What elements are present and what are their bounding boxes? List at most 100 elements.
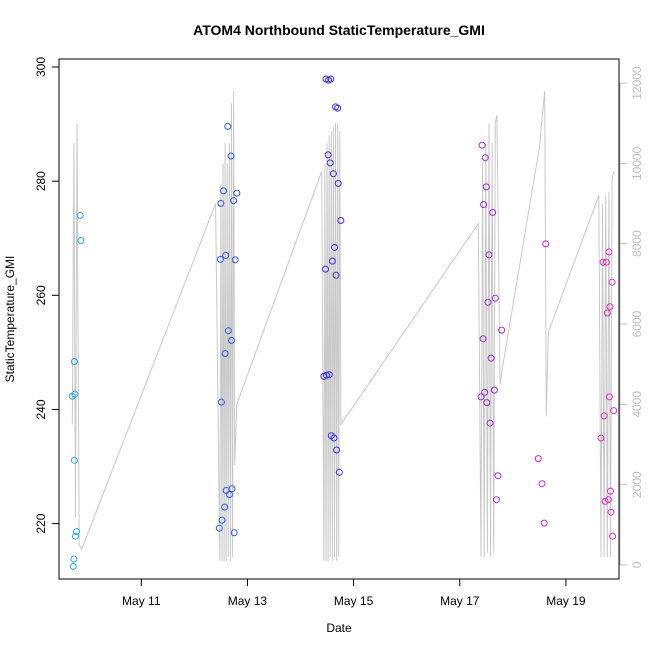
series-line-0	[71, 91, 615, 561]
x-tick-label: May 11	[122, 594, 161, 608]
plot-points	[68, 75, 618, 570]
data-point	[605, 248, 613, 256]
data-point	[216, 255, 224, 263]
data-point	[491, 294, 499, 302]
data-point	[70, 358, 78, 365]
data-point	[604, 496, 612, 504]
data-point	[610, 407, 618, 415]
x-tick-label: May 19	[546, 594, 586, 608]
data-point	[215, 524, 223, 532]
data-point	[71, 390, 79, 398]
data-point	[481, 388, 489, 396]
data-point	[481, 154, 489, 162]
data-point	[337, 217, 345, 224]
data-point	[334, 104, 342, 112]
data-point	[332, 271, 340, 279]
data-point	[490, 386, 498, 394]
data-point	[534, 455, 542, 463]
data-point	[609, 532, 617, 540]
data-point	[478, 141, 486, 149]
data-point	[540, 519, 548, 527]
data-point	[322, 265, 329, 273]
data-point	[542, 240, 550, 248]
data-point	[327, 75, 335, 83]
data-point	[225, 491, 233, 498]
data-point	[227, 152, 235, 160]
data-point	[599, 258, 607, 266]
x-tick-label: May 13	[228, 594, 268, 608]
data-point	[334, 179, 342, 187]
data-point	[600, 412, 608, 420]
data-point	[73, 528, 80, 536]
right-tick-label: 0	[630, 561, 644, 568]
data-point	[70, 555, 78, 563]
data-point	[221, 503, 229, 511]
data-point	[485, 251, 493, 259]
data-point	[70, 456, 78, 464]
data-point	[335, 468, 343, 476]
data-point	[217, 199, 225, 207]
data-point	[217, 398, 225, 406]
data-point	[484, 298, 492, 306]
data-point	[477, 393, 485, 401]
data-point	[221, 350, 229, 357]
data-point	[483, 399, 491, 407]
y-tick-label: 260	[34, 285, 48, 305]
x-axis-label: Date	[326, 621, 352, 635]
data-point	[231, 256, 239, 264]
data-point	[228, 485, 236, 493]
data-point	[230, 529, 238, 537]
data-point	[607, 487, 614, 495]
data-point	[608, 278, 616, 286]
data-point	[77, 237, 85, 244]
data-point	[325, 371, 333, 379]
plot-frame	[58, 58, 620, 580]
data-point	[331, 243, 338, 251]
chart-title: ATOM4 Northbound StaticTemperature_GMI	[193, 22, 485, 38]
x-axis: May 11 May 13 May 15 May 17 May 19	[122, 579, 586, 608]
data-point	[538, 480, 546, 488]
data-point	[607, 508, 615, 516]
data-point	[333, 446, 341, 454]
x-tick-label: May 17	[440, 594, 480, 608]
data-point	[489, 209, 497, 216]
data-point	[220, 187, 227, 195]
data-point	[487, 354, 495, 362]
data-point	[329, 170, 337, 178]
data-point	[326, 159, 334, 167]
y-tick-label: 220	[34, 513, 48, 533]
data-point	[323, 371, 330, 379]
y-axis-label: StaticTemperature_GMI	[3, 256, 17, 383]
data-point	[222, 251, 230, 259]
data-point	[233, 189, 241, 197]
data-point	[605, 393, 613, 401]
data-point	[69, 562, 77, 570]
y-tick-label: 300	[34, 57, 48, 77]
plot-lines	[71, 91, 615, 561]
data-point	[482, 183, 490, 191]
right-tick-label: 4000	[630, 391, 644, 418]
right-tick-label: 12000	[630, 66, 644, 100]
data-point	[602, 258, 610, 266]
data-point	[324, 151, 332, 159]
right-axis: 0 2000 4000 6000 8000 10000 12000	[619, 66, 644, 568]
right-tick-label: 8000	[630, 230, 644, 257]
right-tick-label: 10000	[630, 146, 644, 180]
data-point	[480, 201, 488, 209]
data-point	[230, 197, 238, 205]
data-point	[498, 326, 506, 334]
x-tick-label: May 15	[334, 594, 374, 608]
data-point	[479, 335, 487, 343]
data-point	[224, 122, 232, 130]
y-tick-label: 280	[34, 171, 48, 191]
data-point	[224, 327, 232, 335]
data-point	[228, 336, 235, 344]
data-point	[76, 211, 84, 219]
right-tick-label: 6000	[630, 310, 644, 337]
right-tick-label: 2000	[630, 471, 644, 498]
data-point	[330, 434, 338, 442]
data-point	[597, 434, 605, 442]
data-point	[606, 303, 614, 311]
data-point	[494, 472, 502, 480]
